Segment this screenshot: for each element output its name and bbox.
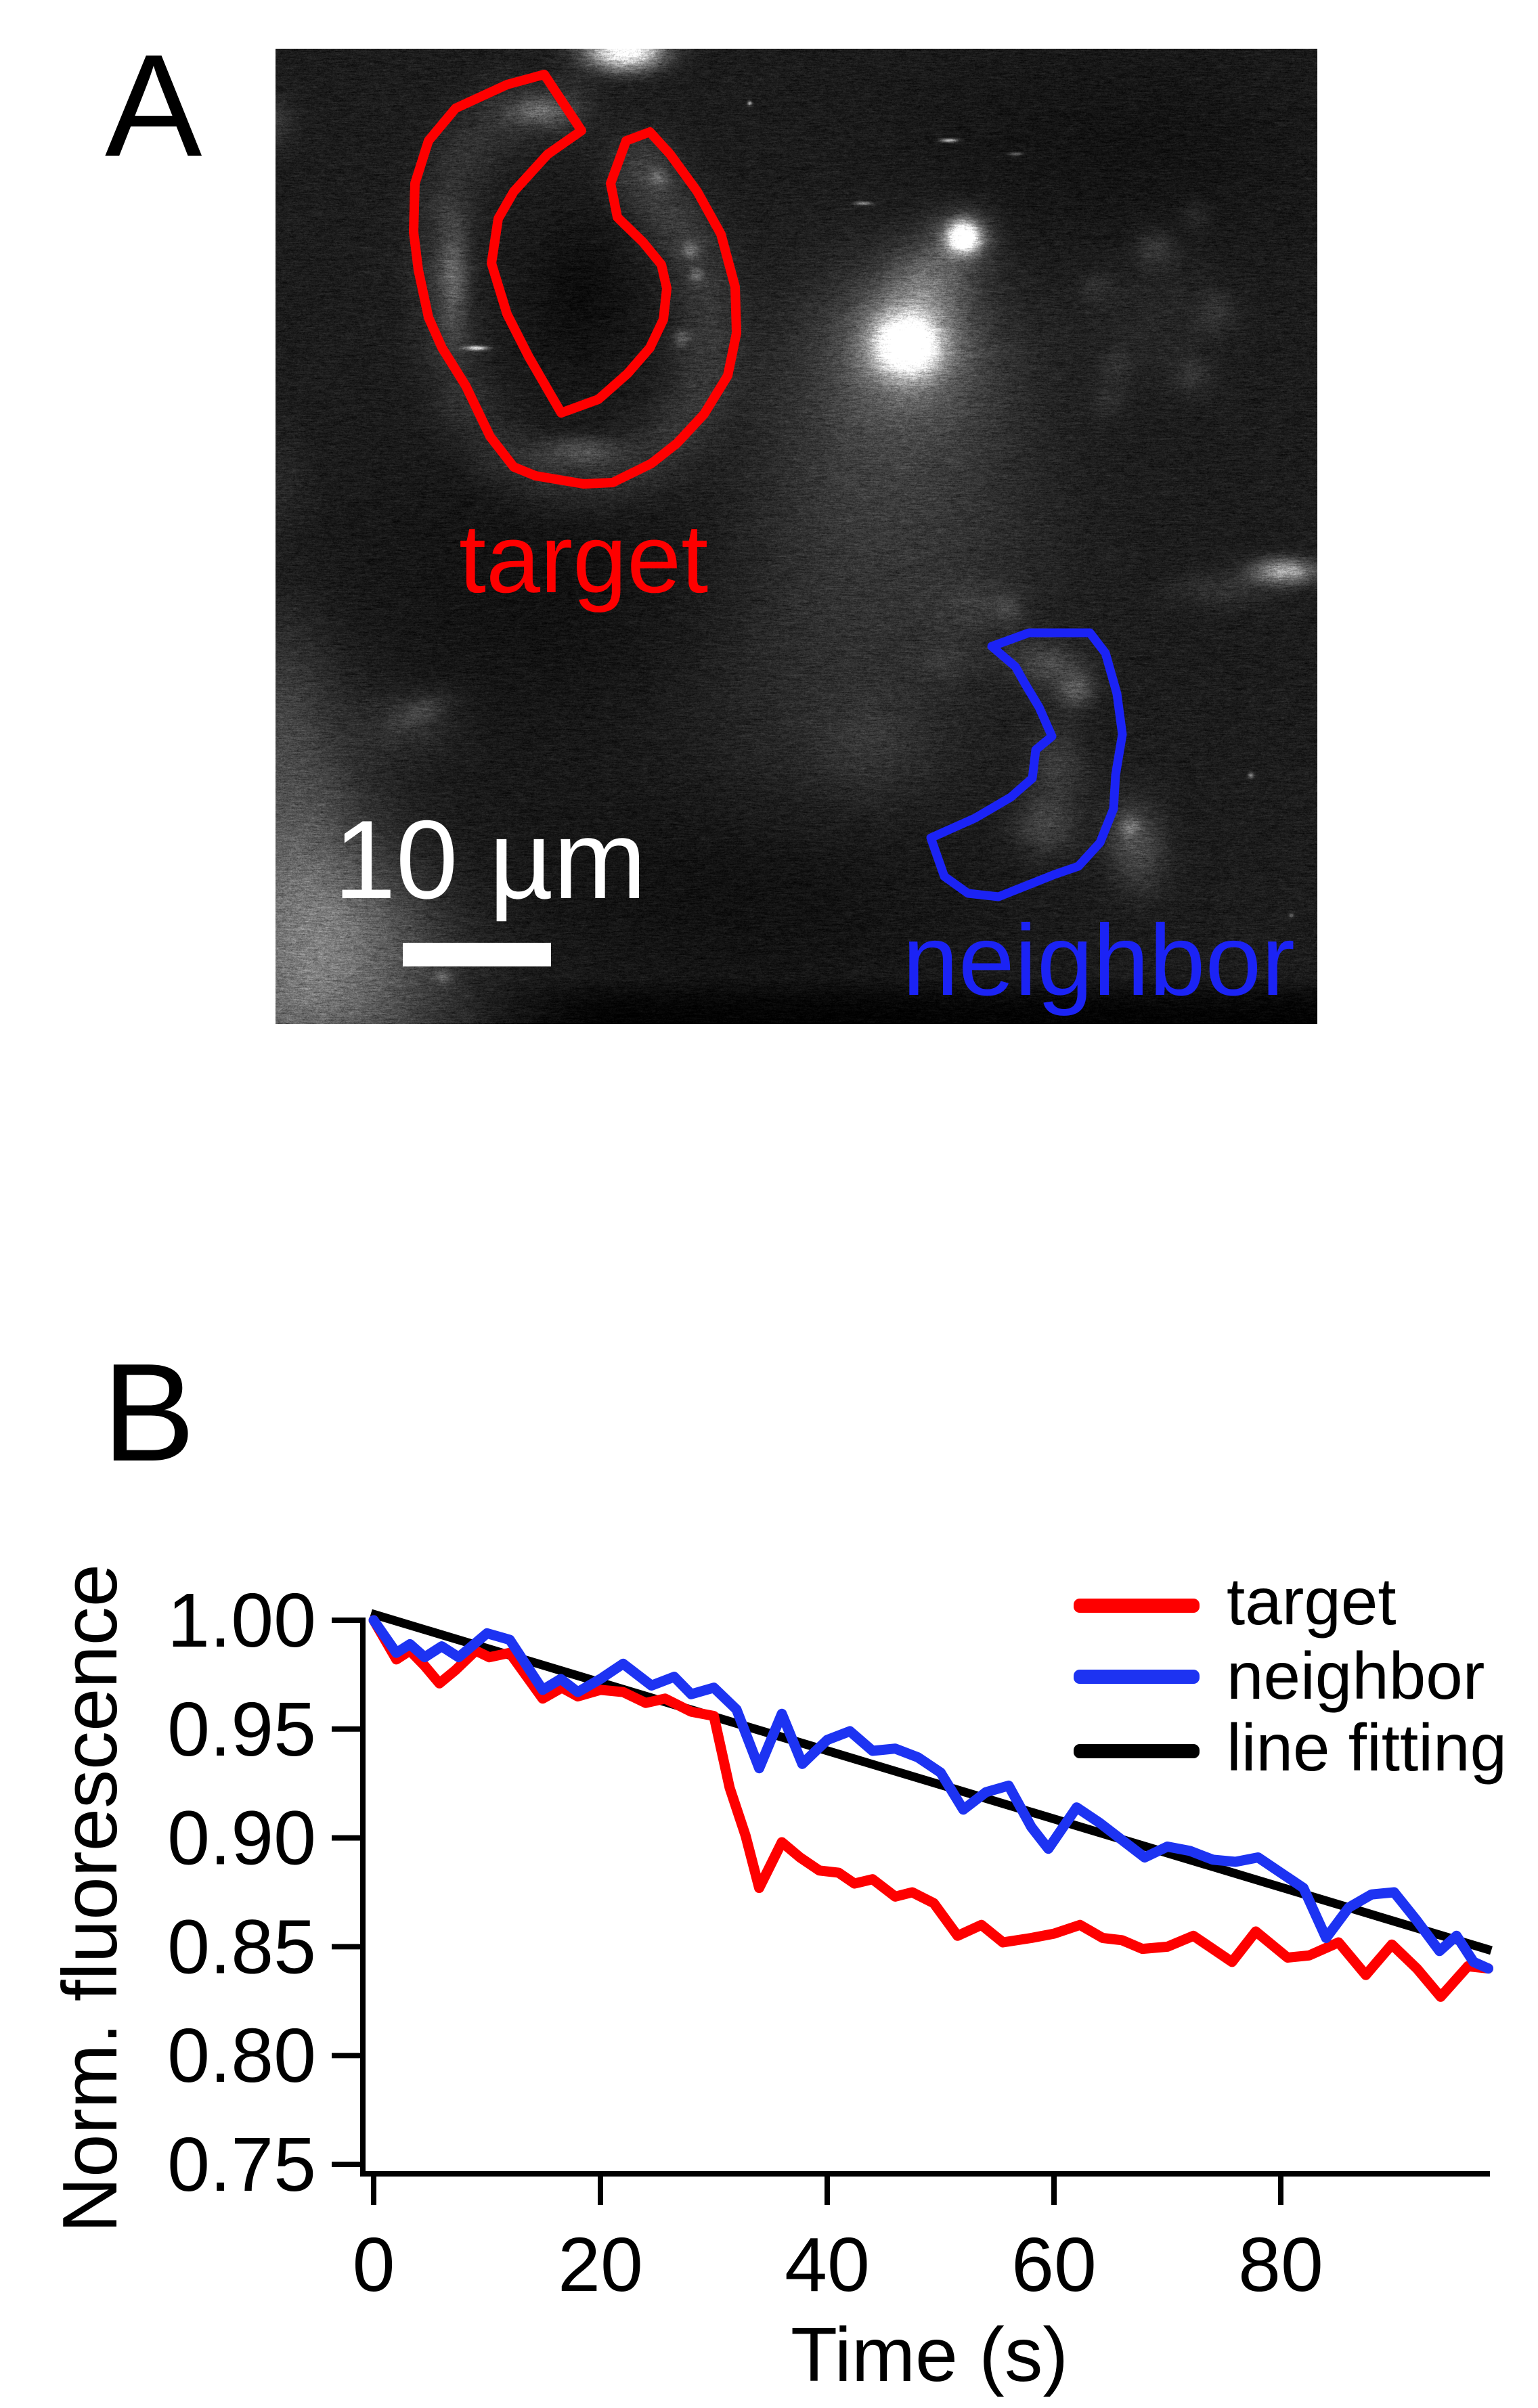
svg-text:60: 60 — [1011, 2222, 1097, 2307]
svg-text:80: 80 — [1238, 2222, 1323, 2307]
svg-text:20: 20 — [558, 2222, 643, 2307]
svg-text:A: A — [105, 24, 202, 187]
svg-text:0: 0 — [353, 2222, 395, 2307]
svg-text:0.75: 0.75 — [167, 2122, 316, 2207]
svg-text:10 µm: 10 µm — [334, 797, 646, 922]
svg-text:B: B — [102, 1335, 195, 1490]
svg-text:Time (s): Time (s) — [791, 2312, 1068, 2397]
svg-text:Norm. fluorescence: Norm. fluorescence — [47, 1564, 133, 2233]
svg-text:neighbor: neighbor — [1227, 1638, 1485, 1713]
svg-text:0.90: 0.90 — [167, 1796, 316, 1881]
svg-text:0.95: 0.95 — [167, 1687, 316, 1772]
svg-text:40: 40 — [785, 2222, 870, 2307]
svg-text:0.80: 0.80 — [167, 2013, 316, 2098]
svg-text:target: target — [1227, 1564, 1397, 1638]
svg-text:neighbor: neighbor — [902, 904, 1295, 1017]
svg-text:line fitting: line fitting — [1227, 1710, 1507, 1785]
svg-text:target: target — [459, 504, 708, 613]
svg-text:0.85: 0.85 — [167, 1904, 316, 1989]
svg-text:1.00: 1.00 — [167, 1578, 316, 1663]
